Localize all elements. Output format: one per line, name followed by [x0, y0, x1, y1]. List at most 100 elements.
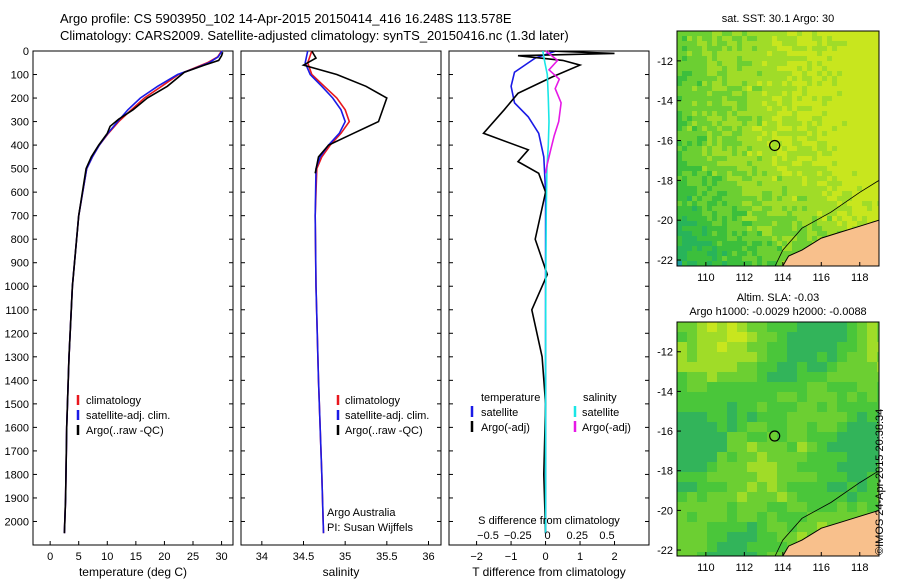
sst-map-cell — [727, 71, 732, 76]
sst-map-cell — [777, 106, 782, 111]
sst-map-cell — [702, 76, 707, 81]
sst-map-cell — [767, 146, 772, 151]
sst-map-cell — [797, 96, 802, 101]
sst-map-cell — [707, 86, 712, 91]
sla-map-cell — [697, 482, 707, 492]
sst-map-cell — [692, 111, 697, 116]
sst-map-cell — [692, 71, 697, 76]
sst-map-cell — [677, 116, 682, 121]
sla-map-cell — [747, 342, 757, 352]
sst-map-cell — [802, 136, 807, 141]
sst-map-cell — [762, 171, 767, 176]
sst-map-cell — [692, 256, 697, 261]
sst-map-cell — [747, 181, 752, 186]
sst-map-cell — [757, 116, 762, 121]
sst-map-cell — [687, 96, 692, 101]
sst-map-cell — [857, 146, 862, 151]
sst-map-cell — [862, 121, 867, 126]
sst-map-cell — [697, 36, 702, 41]
sst-map-cell — [717, 186, 722, 191]
sst-map-cell — [722, 211, 727, 216]
sst-map-cell — [787, 46, 792, 51]
sst-map-cell — [732, 196, 737, 201]
sst-map-cell — [802, 146, 807, 151]
sla-map-cell — [827, 352, 837, 362]
sst-map-cell — [777, 206, 782, 211]
sst-map-cell — [737, 96, 742, 101]
sst-map-cell — [682, 46, 687, 51]
sla-map-cell — [787, 412, 797, 422]
sst-map-cell — [717, 196, 722, 201]
sst-map-cell — [832, 56, 837, 61]
sst-map-cell — [812, 196, 817, 201]
sst-map-cell — [852, 221, 857, 226]
sst-map-cell — [702, 81, 707, 86]
sst-map-cell — [762, 86, 767, 91]
sst-map-cell — [762, 66, 767, 71]
sst-map-cell — [752, 51, 757, 56]
sst-map-cell — [682, 71, 687, 76]
sst-map-cell — [692, 126, 697, 131]
sla-map-cell — [837, 482, 847, 492]
sst-map-cell — [797, 221, 802, 226]
sla-map-cell — [857, 462, 867, 472]
sst-map-cell — [677, 186, 682, 191]
sst-map-cell — [872, 31, 877, 36]
sla-map-cell — [847, 422, 857, 432]
sst-map-cell — [857, 186, 862, 191]
sst-map-cell — [797, 81, 802, 86]
sst-map-cell — [847, 31, 852, 36]
sst-map-cell — [797, 206, 802, 211]
sst-map-cell — [772, 111, 777, 116]
sst-map-cell — [867, 106, 872, 111]
sst-map-cell — [737, 31, 742, 36]
sst-map-cell — [872, 46, 877, 51]
sla-map-cell — [847, 472, 857, 482]
sst-map-cell — [727, 181, 732, 186]
sst-map-cell — [772, 241, 777, 246]
sst-map-cell — [802, 211, 807, 216]
sla-map-cell — [737, 462, 747, 472]
sla-map-cell — [717, 432, 727, 442]
sst-map-cell — [682, 236, 687, 241]
sst-map-cell — [737, 111, 742, 116]
sla-map-cell — [877, 372, 879, 382]
sst-map-cell — [722, 46, 727, 51]
sst-map-cell — [867, 146, 872, 151]
sst-map-cell — [752, 41, 757, 46]
sst-map-cell — [757, 81, 762, 86]
sla-map-cell — [797, 432, 807, 442]
sst-map-cell — [817, 31, 822, 36]
sla-map-cell — [817, 452, 827, 462]
sla-map-cell — [757, 432, 767, 442]
sst-map-cell — [757, 131, 762, 136]
sst-map-cell — [697, 71, 702, 76]
sst-map-title: sat. SST: 30.1 Argo: 30 — [722, 13, 835, 25]
sst-map-cell — [717, 106, 722, 111]
sst-map-cell — [827, 211, 832, 216]
sst-map-cell — [697, 91, 702, 96]
sst-map-cell — [832, 46, 837, 51]
sla-map-cell — [877, 442, 879, 452]
sst-map-cell — [872, 61, 877, 66]
sla-map-cell — [847, 432, 857, 442]
sla-map-cell — [767, 352, 777, 362]
sla-map-cell — [817, 362, 827, 372]
sst-map-cell — [752, 216, 757, 221]
sst-map-cell — [682, 141, 687, 146]
sla-map-cell — [697, 532, 707, 542]
sst-map-cell — [692, 236, 697, 241]
sst-map-cell — [737, 136, 742, 141]
sla-map-cell — [737, 332, 747, 342]
sla-map-cell — [707, 442, 717, 452]
sst-map-cell — [677, 251, 682, 256]
sst-map-cell — [742, 221, 747, 226]
sst-map-cell — [822, 66, 827, 71]
sst-map-cell — [782, 146, 787, 151]
sst-map-cell — [762, 101, 767, 106]
sst-map-cell — [867, 81, 872, 86]
sst-map-cell — [862, 46, 867, 51]
sst-map-cell — [777, 231, 782, 236]
sst-map-cell — [677, 66, 682, 71]
sst-map-cell — [772, 86, 777, 91]
